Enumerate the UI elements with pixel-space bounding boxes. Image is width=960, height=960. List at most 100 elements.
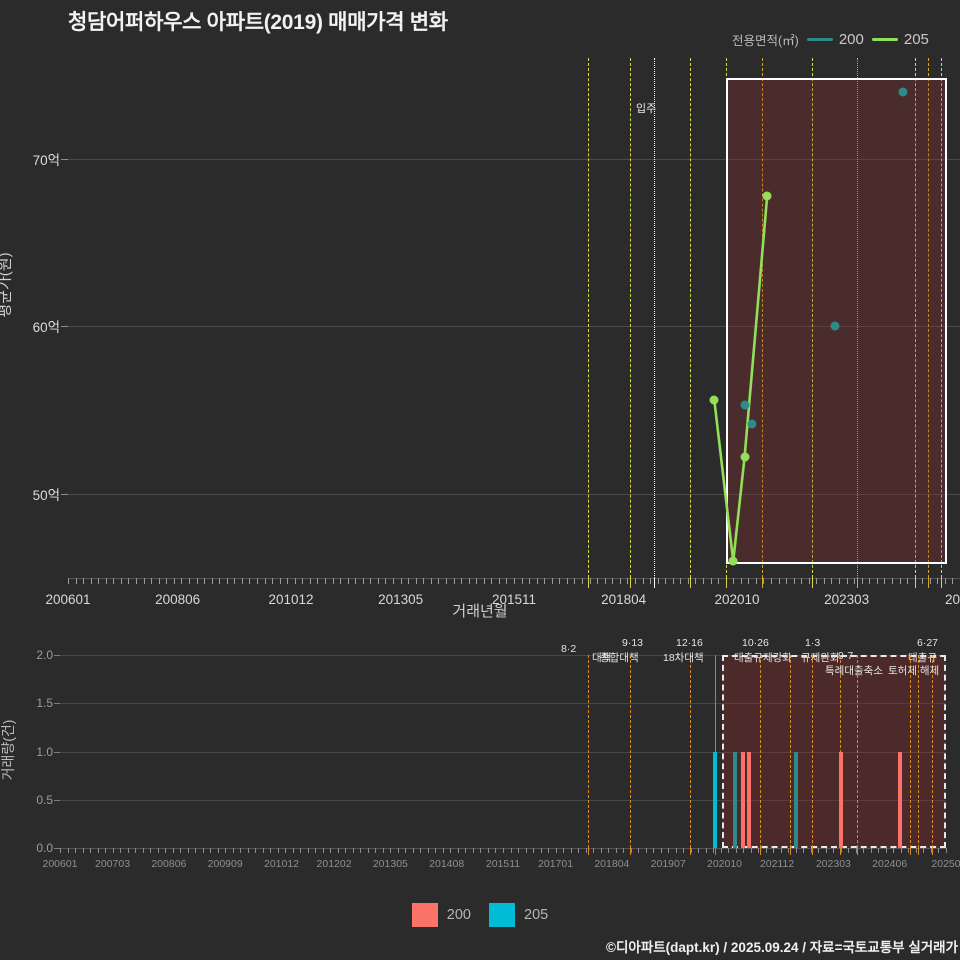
- price-xtick: [589, 578, 591, 584]
- price-xtick: [566, 578, 568, 584]
- price-xtick: [755, 578, 757, 584]
- volume-policy-line: [588, 655, 589, 848]
- volume-xtick: [705, 848, 707, 853]
- price-xtick: [355, 578, 357, 584]
- price-xtick: [831, 578, 833, 584]
- price-policy-line: [690, 58, 691, 588]
- volume-policy-label: 특례대출축소: [825, 665, 883, 677]
- volume-policy-label: 대책: [592, 652, 612, 664]
- volume-xtick: [210, 848, 212, 853]
- volume-policy-line: [690, 655, 691, 848]
- volume-xtick: [758, 848, 760, 853]
- volume-legend-item-200[interactable]: 200: [411, 903, 471, 927]
- price-xtick: [506, 578, 508, 584]
- legend-item-205[interactable]: 205: [871, 31, 929, 48]
- volume-policy-line: [630, 655, 631, 848]
- volume-xtick-label: 201511: [485, 858, 521, 870]
- volume-xtick-label: 200909: [207, 858, 243, 870]
- price-gridline: [68, 326, 960, 328]
- volume-xtick: [187, 848, 189, 853]
- price-xtick: [332, 578, 334, 584]
- volume-xtick: [157, 848, 159, 853]
- price-xtick: [453, 578, 455, 584]
- volume-xtick: [878, 848, 880, 853]
- price-xtick-label: 202010: [714, 592, 760, 607]
- price-xtick: [733, 578, 735, 584]
- volume-chart-legend: 200 205: [0, 903, 960, 927]
- volume-xtick: [442, 848, 444, 853]
- volume-policy-label: 종합대책: [600, 652, 639, 664]
- volume-xtick: [97, 848, 99, 853]
- volume-xtick: [593, 848, 595, 853]
- volume-xtick: [82, 848, 84, 853]
- volume-xtick: [307, 848, 309, 853]
- volume-policy-label: 9·13: [622, 637, 644, 649]
- price-xtick: [702, 578, 704, 584]
- price-point-200[interactable]: [830, 321, 840, 331]
- volume-xtick: [915, 848, 917, 853]
- volume-xtick: [608, 848, 610, 853]
- volume-xtick: [938, 848, 940, 853]
- volume-ytick-label: 2.0: [36, 648, 53, 662]
- footer-credit: ©디아파트(dapt.kr) / 2025.09.24 / 자료=국토교통부 실…: [606, 940, 958, 955]
- price-xtick: [294, 578, 296, 584]
- price-xtick: [196, 578, 198, 584]
- volume-bar-200[interactable]: [839, 751, 843, 848]
- volume-xtick: [533, 848, 535, 853]
- volume-xtick: [150, 848, 152, 853]
- price-policy-line: [941, 58, 942, 588]
- volume-xtick: [893, 848, 895, 853]
- volume-xtick: [765, 848, 767, 853]
- volume-xtick-major: [760, 848, 762, 855]
- price-xtick: [445, 578, 447, 584]
- price-chart-plot-area: 50억 60억 70억 입주: [33, 58, 960, 588]
- price-xtick: [839, 578, 841, 584]
- price-xtick: [876, 578, 878, 584]
- price-xtick: [377, 578, 379, 584]
- price-xtick: [438, 578, 440, 584]
- price-point-205[interactable]: [740, 452, 750, 462]
- price-xtick: [491, 578, 493, 584]
- volume-bar-200[interactable]: [741, 751, 745, 848]
- price-point-205[interactable]: [728, 556, 738, 566]
- volume-bar-205[interactable]: [713, 751, 717, 848]
- price-xtick: [408, 578, 410, 584]
- volume-bar-205[interactable]: [794, 751, 798, 848]
- legend-item-200[interactable]: 200: [806, 31, 864, 48]
- price-xtick-major: [857, 578, 859, 587]
- volume-legend-label-205: 205: [524, 907, 549, 923]
- volume-policy-line: [918, 655, 919, 848]
- price-xtick: [128, 578, 130, 584]
- volume-bar-200[interactable]: [747, 751, 751, 848]
- volume-xtick: [788, 848, 790, 853]
- volume-xtick: [863, 848, 865, 853]
- volume-xtick: [487, 848, 489, 853]
- price-xtick: [907, 578, 909, 584]
- volume-bar-205[interactable]: [733, 751, 737, 848]
- volume-xtick: [900, 848, 902, 853]
- legend-swatch-200: [806, 37, 833, 42]
- price-xtick-label: 201012: [268, 592, 314, 607]
- price-point-200[interactable]: [747, 419, 757, 429]
- volume-legend-item-205[interactable]: 205: [489, 903, 548, 927]
- legend-swatch-205: [871, 37, 898, 42]
- volume-legend-swatch-205: [489, 903, 515, 927]
- volume-xtick: [457, 848, 459, 853]
- price-point-200[interactable]: [740, 400, 750, 410]
- volume-bar-200[interactable]: [898, 751, 902, 848]
- volume-xtick-label: 202406: [872, 858, 908, 870]
- volume-xtick: [750, 848, 752, 853]
- volume-xtick-label: 200703: [95, 858, 131, 870]
- volume-xtick-label: 200806: [151, 858, 187, 870]
- price-point-205[interactable]: [762, 191, 772, 201]
- price-xtick: [347, 578, 349, 584]
- price-xtick: [687, 578, 689, 584]
- price-point-205[interactable]: [709, 395, 719, 405]
- price-xtick: [952, 578, 954, 584]
- price-point-200[interactable]: [898, 87, 908, 97]
- volume-xtick: [720, 848, 722, 853]
- price-xtick: [105, 578, 107, 584]
- volume-xtick: [127, 848, 129, 853]
- volume-xtick: [225, 848, 227, 853]
- volume-xtick: [352, 848, 354, 853]
